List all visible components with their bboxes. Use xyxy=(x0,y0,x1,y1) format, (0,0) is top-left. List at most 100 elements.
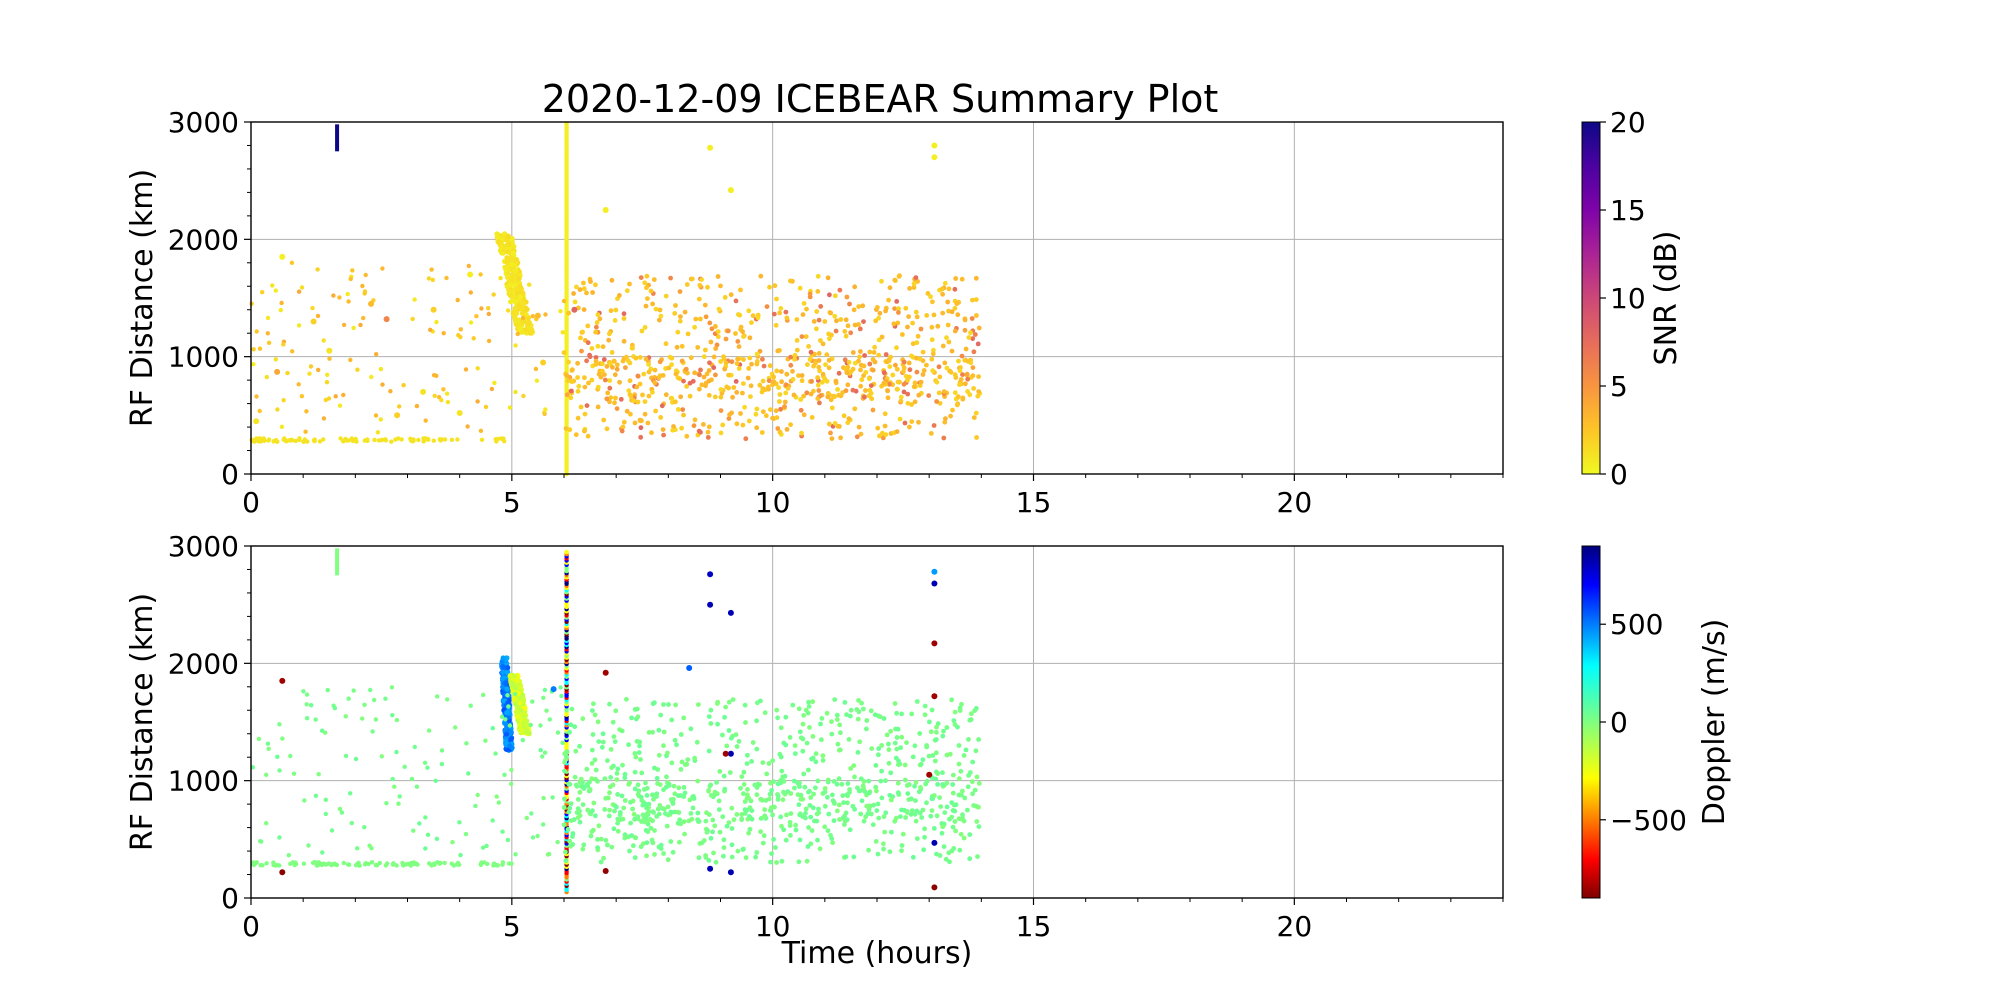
x-tick-label: 20 xyxy=(1277,910,1313,943)
data-point xyxy=(567,730,572,735)
data-point xyxy=(622,311,627,316)
data-point xyxy=(862,353,867,358)
data-point xyxy=(635,707,640,712)
data-point xyxy=(935,813,940,818)
data-point xyxy=(283,438,287,442)
data-point xyxy=(597,823,602,828)
data-point xyxy=(314,794,318,798)
data-point xyxy=(876,752,881,757)
data-point xyxy=(837,371,842,376)
data-point xyxy=(671,850,676,855)
data-point xyxy=(498,276,502,280)
data-point xyxy=(581,802,586,807)
data-point xyxy=(801,312,806,317)
data-point xyxy=(492,292,496,296)
data-point xyxy=(258,409,262,413)
data-point xyxy=(615,367,620,372)
data-point xyxy=(322,862,326,866)
data-point xyxy=(760,430,765,435)
data-point xyxy=(394,750,398,754)
data-point xyxy=(320,729,324,733)
data-point xyxy=(940,782,945,787)
data-point xyxy=(749,383,754,388)
data-point xyxy=(354,863,358,867)
data-point xyxy=(660,403,665,408)
data-point xyxy=(635,739,640,744)
data-point xyxy=(320,850,324,854)
data-point xyxy=(914,310,919,315)
data-point xyxy=(771,837,776,842)
data-point xyxy=(305,692,309,696)
data-point xyxy=(624,697,629,702)
data-point xyxy=(580,847,585,852)
data-point xyxy=(633,421,638,426)
data-point xyxy=(421,436,425,440)
data-point xyxy=(578,820,583,825)
data-point xyxy=(717,799,722,804)
data-point xyxy=(558,309,562,313)
data-point xyxy=(693,317,698,322)
data-point xyxy=(491,818,495,822)
data-point xyxy=(601,344,606,349)
data-point xyxy=(637,750,642,755)
data-point xyxy=(760,357,765,362)
cluster-point xyxy=(500,676,505,681)
data-point xyxy=(497,800,501,804)
data-point xyxy=(818,846,823,851)
data-point xyxy=(595,779,600,784)
data-point xyxy=(429,863,433,867)
data-point xyxy=(492,381,496,385)
data-point xyxy=(837,723,842,728)
data-point xyxy=(801,722,806,727)
data-point xyxy=(585,403,590,408)
data-point xyxy=(540,754,544,758)
data-point xyxy=(330,828,334,832)
cluster-point xyxy=(506,234,511,239)
data-point xyxy=(912,784,917,789)
data-point xyxy=(338,807,342,811)
data-point xyxy=(391,861,395,865)
data-point xyxy=(616,829,621,834)
data-point xyxy=(915,370,920,375)
data-point xyxy=(613,739,618,744)
data-point xyxy=(601,418,606,423)
data-point xyxy=(845,370,850,375)
data-point xyxy=(944,725,949,730)
data-point xyxy=(380,438,384,442)
data-point xyxy=(921,372,926,377)
data-point xyxy=(594,362,599,367)
data-point xyxy=(806,700,811,705)
data-point xyxy=(643,399,648,404)
data-point xyxy=(618,812,623,817)
data-point xyxy=(945,300,950,305)
data-point xyxy=(562,299,566,303)
data-point xyxy=(901,832,906,837)
data-point xyxy=(953,722,958,727)
data-point xyxy=(355,846,359,850)
data-point xyxy=(876,852,881,857)
data-point xyxy=(797,706,802,711)
data-point xyxy=(570,707,575,712)
cluster-point xyxy=(507,290,512,295)
cluster-point xyxy=(512,294,517,299)
data-point xyxy=(566,827,571,832)
data-point xyxy=(324,812,328,816)
data-point xyxy=(623,772,628,777)
data-point xyxy=(658,782,663,787)
data-point xyxy=(902,360,907,365)
data-point xyxy=(745,787,750,792)
data-point xyxy=(388,389,392,393)
data-point xyxy=(585,808,590,813)
data-point xyxy=(707,571,713,577)
data-point xyxy=(814,309,819,314)
data-point xyxy=(675,345,680,350)
doppler-grid xyxy=(251,546,1503,898)
data-point xyxy=(612,359,617,364)
data-point xyxy=(612,400,617,405)
data-point xyxy=(876,353,881,358)
data-point xyxy=(645,793,650,798)
data-point xyxy=(807,725,812,730)
data-point xyxy=(675,330,680,335)
data-point xyxy=(788,355,793,360)
data-point xyxy=(846,323,851,328)
